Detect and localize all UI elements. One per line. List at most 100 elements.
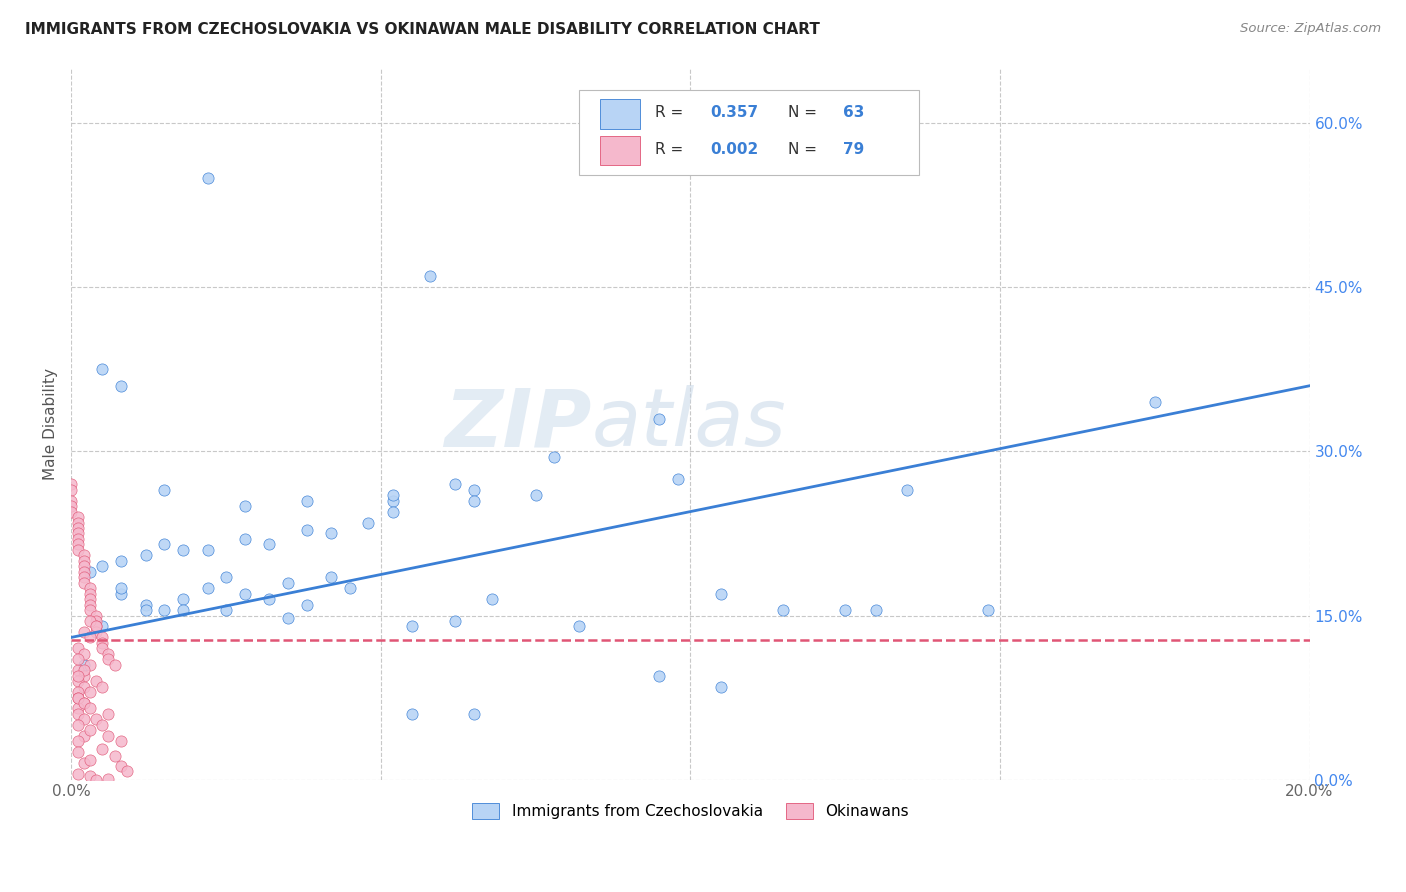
Point xyxy=(91,559,114,574)
Y-axis label: Male Disability: Male Disability xyxy=(44,368,58,480)
Point xyxy=(97,652,120,666)
Point xyxy=(66,674,89,689)
Point xyxy=(233,499,256,513)
Point xyxy=(259,537,281,551)
Point xyxy=(66,718,89,732)
Point xyxy=(66,516,89,530)
Point xyxy=(295,523,318,537)
Point xyxy=(215,570,238,584)
Point xyxy=(172,592,194,607)
Point xyxy=(321,526,343,541)
Point xyxy=(79,587,101,601)
Point xyxy=(91,362,114,376)
Point xyxy=(233,532,256,546)
Point xyxy=(91,680,114,694)
Point xyxy=(73,554,96,568)
Point xyxy=(84,619,107,633)
Point xyxy=(79,614,101,628)
Point xyxy=(110,734,132,748)
Point xyxy=(524,488,547,502)
Point xyxy=(97,706,120,721)
Point xyxy=(104,748,127,763)
Point xyxy=(110,378,132,392)
Point xyxy=(73,549,96,563)
Point xyxy=(66,532,89,546)
Point xyxy=(60,483,83,497)
Text: R =: R = xyxy=(655,142,688,157)
Point xyxy=(73,559,96,574)
Point xyxy=(197,581,219,595)
Point xyxy=(66,537,89,551)
Point xyxy=(79,631,101,645)
Point xyxy=(73,680,96,694)
Point xyxy=(834,603,856,617)
Point xyxy=(444,614,467,628)
Point xyxy=(259,592,281,607)
Point xyxy=(66,542,89,557)
Point xyxy=(153,537,176,551)
Point xyxy=(73,729,96,743)
Point xyxy=(710,680,733,694)
Point xyxy=(66,668,89,682)
Point xyxy=(84,713,107,727)
Point xyxy=(66,663,89,677)
Point xyxy=(463,483,485,497)
Text: 0.357: 0.357 xyxy=(710,104,758,120)
Point xyxy=(277,610,299,624)
Point xyxy=(79,603,101,617)
Text: R =: R = xyxy=(655,104,688,120)
Point xyxy=(66,652,89,666)
FancyBboxPatch shape xyxy=(579,90,920,175)
Point xyxy=(79,592,101,607)
Point xyxy=(73,657,96,672)
Text: 63: 63 xyxy=(842,104,865,120)
Point xyxy=(84,674,107,689)
Point xyxy=(60,477,83,491)
Point xyxy=(73,696,96,710)
Point xyxy=(666,472,689,486)
Point xyxy=(648,668,671,682)
Point xyxy=(73,575,96,590)
Point xyxy=(295,493,318,508)
Point xyxy=(84,608,107,623)
Point xyxy=(976,603,998,617)
Point xyxy=(66,745,89,759)
Point xyxy=(97,772,120,786)
Text: ZIP: ZIP xyxy=(444,385,592,463)
Point xyxy=(60,493,83,508)
Point xyxy=(66,641,89,656)
Point xyxy=(91,718,114,732)
Point xyxy=(73,696,96,710)
Point xyxy=(648,411,671,425)
Point xyxy=(197,542,219,557)
Legend: Immigrants from Czechoslovakia, Okinawans: Immigrants from Czechoslovakia, Okinawan… xyxy=(465,797,915,825)
Point xyxy=(84,772,107,787)
Point xyxy=(60,505,83,519)
Point xyxy=(91,641,114,656)
Point xyxy=(357,516,380,530)
Point xyxy=(568,619,591,633)
Bar xyxy=(600,136,640,165)
Text: 79: 79 xyxy=(842,142,863,157)
Point xyxy=(135,603,157,617)
Point xyxy=(66,734,89,748)
Point xyxy=(710,587,733,601)
Point xyxy=(172,542,194,557)
Point xyxy=(79,598,101,612)
Point xyxy=(66,510,89,524)
Point xyxy=(84,614,107,628)
Point xyxy=(73,565,96,579)
Point xyxy=(91,631,114,645)
Point xyxy=(66,706,89,721)
Point xyxy=(66,690,89,705)
Point xyxy=(865,603,887,617)
Point xyxy=(66,685,89,699)
Text: Source: ZipAtlas.com: Source: ZipAtlas.com xyxy=(1240,22,1381,36)
Point xyxy=(382,493,405,508)
Point xyxy=(66,767,89,781)
Point xyxy=(481,592,503,607)
Point xyxy=(444,477,467,491)
Point xyxy=(277,575,299,590)
Point xyxy=(79,723,101,738)
Bar xyxy=(600,99,640,128)
